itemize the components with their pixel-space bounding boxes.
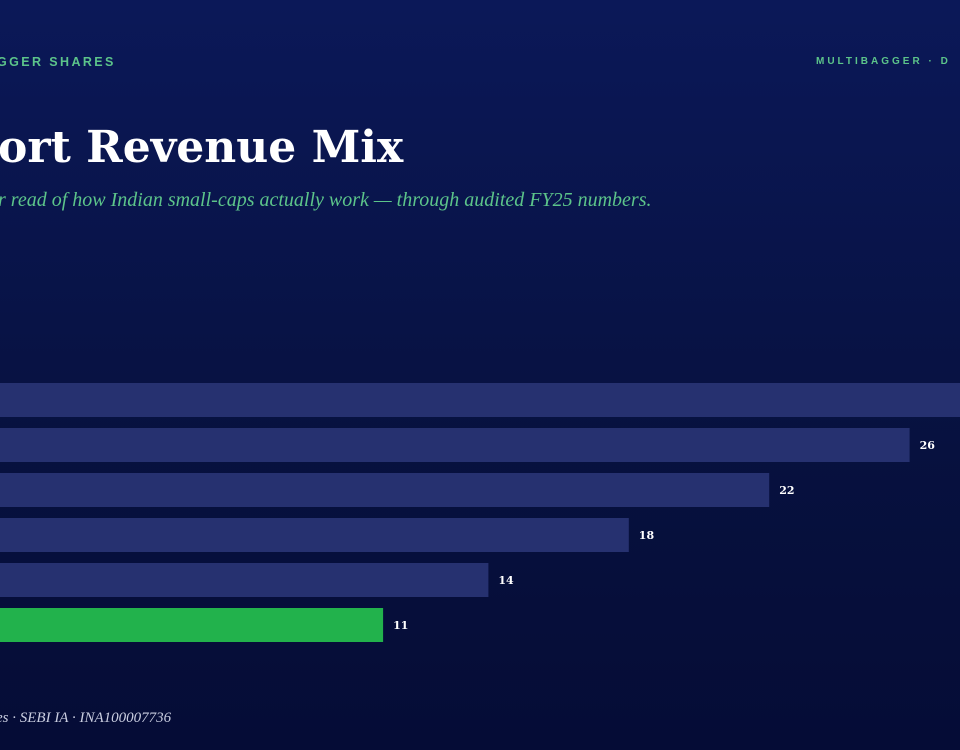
chart-title: ort Revenue Mix	[0, 122, 404, 173]
value-label: 18	[639, 529, 655, 542]
bar	[0, 383, 960, 417]
header-right: MULTIBAGGER · D	[816, 56, 951, 67]
bar	[0, 473, 770, 507]
chart-subtitle: r read of how Indian small-caps actually…	[0, 189, 652, 211]
value-label: 11	[393, 619, 408, 632]
footer: es · SEBI IA · INA100007736	[0, 710, 172, 726]
header-left: GGER SHARES	[0, 55, 116, 69]
bar	[0, 518, 629, 552]
bar	[0, 608, 384, 642]
bar	[0, 428, 910, 462]
value-label: 26	[920, 439, 936, 452]
bar	[0, 563, 489, 597]
value-label: 14	[498, 574, 514, 587]
value-label: 22	[779, 484, 794, 497]
bars: 26 22 18 14 11	[0, 383, 960, 642]
